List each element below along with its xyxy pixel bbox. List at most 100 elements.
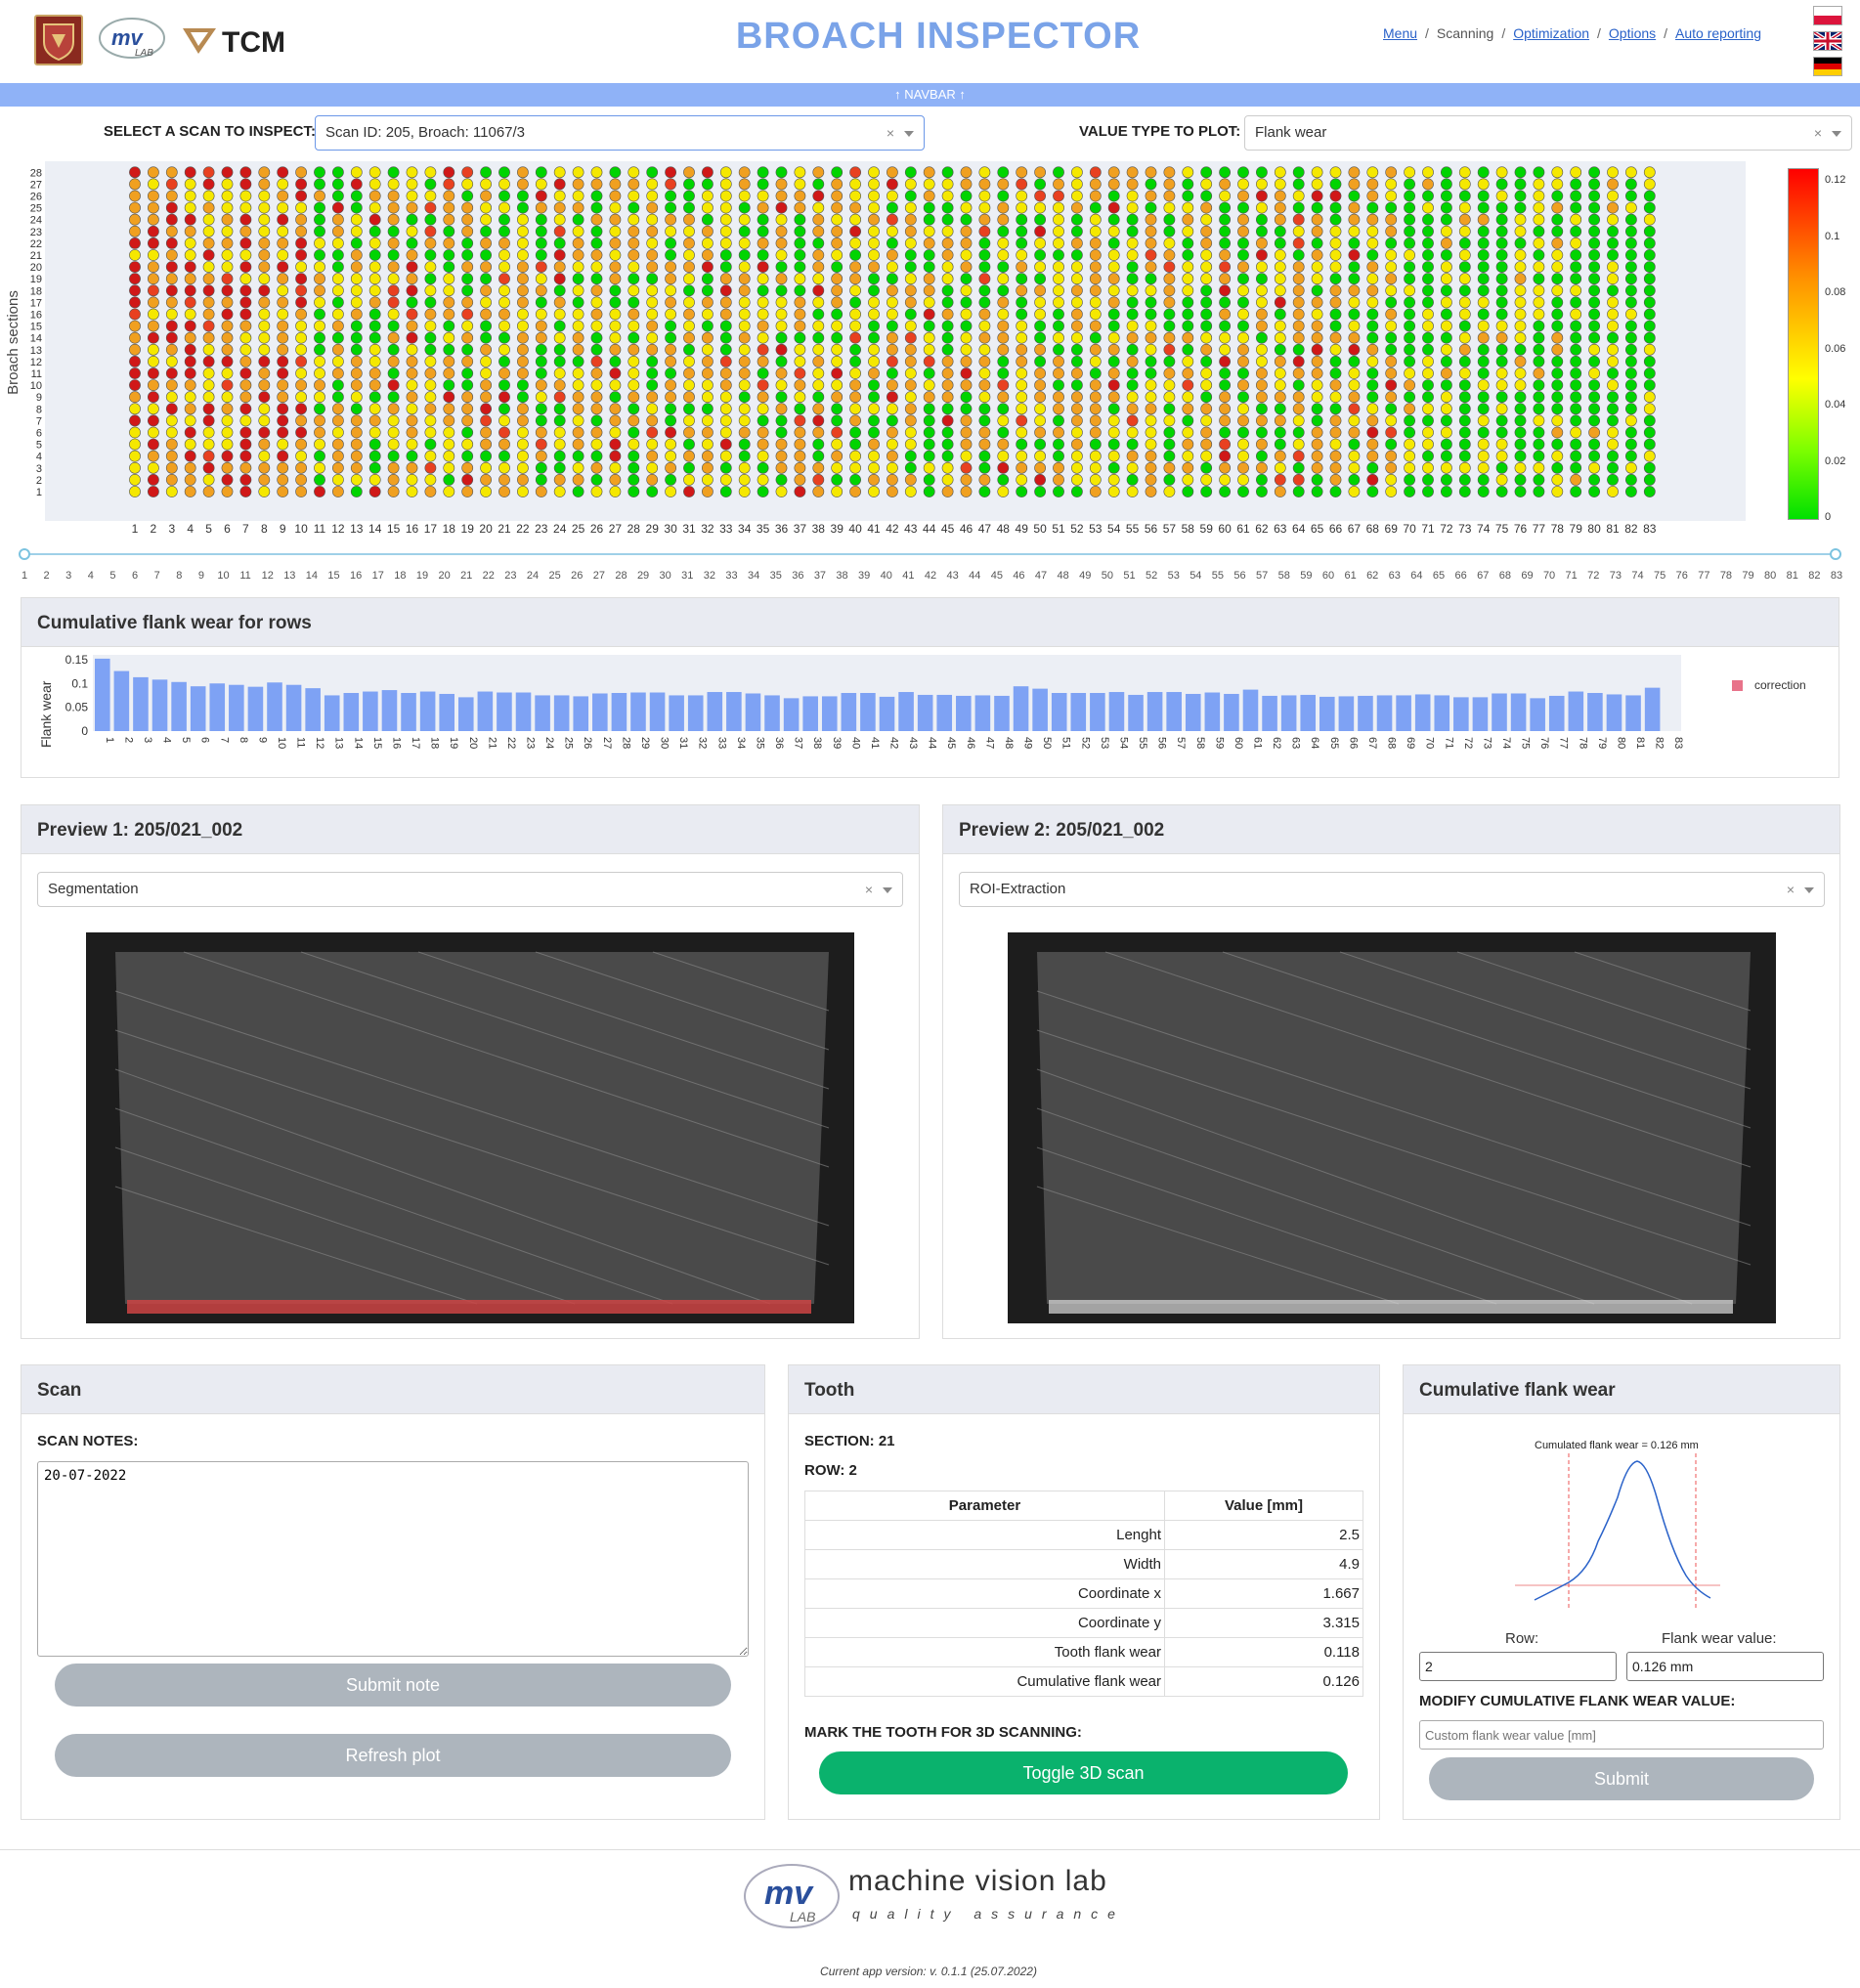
heatmap-cell[interactable]	[941, 414, 954, 427]
heatmap-cell[interactable]	[202, 450, 215, 462]
heatmap-cell[interactable]	[849, 296, 861, 309]
heatmap-cell[interactable]	[350, 331, 363, 344]
heatmap-cell[interactable]	[1588, 403, 1600, 415]
heatmap-cell[interactable]	[350, 355, 363, 367]
heatmap-cell[interactable]	[1588, 213, 1600, 226]
heatmap-cell[interactable]	[443, 296, 455, 309]
heatmap-cell[interactable]	[665, 261, 676, 273]
heatmap-cell[interactable]	[1311, 320, 1323, 332]
heatmap-cell[interactable]	[331, 178, 344, 191]
heatmap-cell[interactable]	[609, 438, 622, 451]
heatmap-cell[interactable]	[627, 273, 640, 285]
heatmap-cell[interactable]	[1311, 379, 1323, 391]
heatmap-cell[interactable]	[1625, 450, 1637, 462]
heatmap-cell[interactable]	[1514, 403, 1527, 415]
heatmap-cell[interactable]	[923, 438, 935, 451]
chart-bar[interactable]	[1280, 695, 1297, 731]
heatmap-cell[interactable]	[184, 331, 196, 344]
heatmap-cell[interactable]	[1385, 190, 1398, 202]
heatmap-cell[interactable]	[202, 225, 215, 238]
heatmap-cell[interactable]	[812, 201, 825, 214]
heatmap-cell[interactable]	[738, 201, 751, 214]
heatmap-cell[interactable]	[1514, 355, 1527, 367]
heatmap-cell[interactable]	[1053, 249, 1064, 261]
chart-bar[interactable]	[1587, 693, 1603, 731]
heatmap-cell[interactable]	[812, 367, 825, 379]
heatmap-cell[interactable]	[627, 201, 640, 214]
heatmap-cell[interactable]	[572, 403, 584, 415]
heatmap-cell[interactable]	[794, 261, 806, 273]
heatmap-cell[interactable]	[1053, 225, 1064, 238]
heatmap-cell[interactable]	[1163, 190, 1176, 202]
heatmap-cell[interactable]	[553, 391, 566, 404]
heatmap-cell[interactable]	[239, 178, 252, 191]
heatmap-cell[interactable]	[1533, 320, 1545, 332]
heatmap-cell[interactable]	[665, 461, 676, 474]
heatmap-cell[interactable]	[1441, 461, 1452, 474]
heatmap-cell[interactable]	[978, 225, 991, 238]
heatmap-cell[interactable]	[812, 391, 825, 404]
heatmap-cell[interactable]	[1404, 273, 1415, 285]
heatmap-cell[interactable]	[1348, 320, 1361, 332]
heatmap-cell[interactable]	[1329, 414, 1342, 427]
heatmap-cell[interactable]	[184, 238, 196, 249]
heatmap-cell[interactable]	[665, 403, 676, 415]
heatmap-cell[interactable]	[1422, 461, 1434, 474]
heatmap-cell[interactable]	[1514, 296, 1527, 309]
heatmap-cell[interactable]	[1071, 213, 1083, 226]
heatmap-cell[interactable]	[1366, 225, 1379, 238]
heatmap-cell[interactable]	[1404, 331, 1415, 344]
heatmap-cell[interactable]	[1422, 190, 1434, 202]
heatmap-cell[interactable]	[1311, 284, 1323, 297]
heatmap-cell[interactable]	[941, 450, 954, 462]
chart-bar[interactable]	[1319, 696, 1335, 731]
heatmap-cell[interactable]	[480, 367, 492, 379]
heatmap-cell[interactable]	[590, 414, 603, 427]
heatmap-cell[interactable]	[702, 438, 714, 451]
heatmap-cell[interactable]	[923, 190, 935, 202]
heatmap-cell[interactable]	[941, 261, 954, 273]
heatmap-cell[interactable]	[517, 238, 529, 249]
heatmap-cell[interactable]	[314, 225, 325, 238]
heatmap-cell[interactable]	[609, 201, 622, 214]
heatmap-cell[interactable]	[1404, 403, 1415, 415]
flank-wear-heatmap[interactable]: 1 2 3 4 5 6 7 8 9 10 11 12 13 14 15 16 17 18 19 20 21 22 23 24 2…	[0, 151, 1779, 542]
heatmap-cell[interactable]	[1071, 331, 1083, 344]
heatmap-cell[interactable]	[1071, 261, 1083, 273]
heatmap-cell[interactable]	[794, 438, 806, 451]
heatmap-cell[interactable]	[719, 438, 732, 451]
heatmap-cell[interactable]	[461, 273, 474, 285]
heatmap-cell[interactable]	[1311, 166, 1323, 179]
heatmap-cell[interactable]	[1404, 486, 1415, 497]
heatmap-cell[interactable]	[277, 261, 289, 273]
heatmap-cell[interactable]	[1107, 296, 1120, 309]
heatmap-cell[interactable]	[1256, 225, 1268, 238]
heatmap-cell[interactable]	[1514, 414, 1527, 427]
heatmap-cell[interactable]	[1016, 343, 1028, 356]
heatmap-cell[interactable]	[868, 331, 880, 344]
heatmap-cell[interactable]	[129, 296, 141, 309]
heatmap-cell[interactable]	[1533, 450, 1545, 462]
heatmap-cell[interactable]	[498, 320, 510, 332]
heatmap-cell[interactable]	[590, 249, 603, 261]
heatmap-cell[interactable]	[1163, 414, 1176, 427]
heatmap-cell[interactable]	[831, 249, 843, 261]
heatmap-cell[interactable]	[1625, 308, 1637, 321]
heatmap-cell[interactable]	[1256, 178, 1268, 191]
heatmap-cell[interactable]	[1200, 296, 1213, 309]
chart-bar[interactable]	[1548, 695, 1565, 731]
heatmap-cell[interactable]	[831, 391, 843, 404]
heatmap-cell[interactable]	[683, 308, 695, 321]
heatmap-cell[interactable]	[202, 308, 215, 321]
heatmap-cell[interactable]	[794, 238, 806, 249]
heatmap-cell[interactable]	[1588, 461, 1600, 474]
heatmap-cell[interactable]	[1570, 473, 1582, 486]
heatmap-cell[interactable]	[553, 486, 566, 497]
heatmap-cell[interactable]	[812, 308, 825, 321]
heatmap-cell[interactable]	[1034, 367, 1046, 379]
heatmap-cell[interactable]	[1311, 450, 1323, 462]
heatmap-cell[interactable]	[1126, 273, 1139, 285]
heatmap-cell[interactable]	[1477, 296, 1490, 309]
heatmap-cell[interactable]	[165, 296, 178, 309]
heatmap-cell[interactable]	[812, 461, 825, 474]
